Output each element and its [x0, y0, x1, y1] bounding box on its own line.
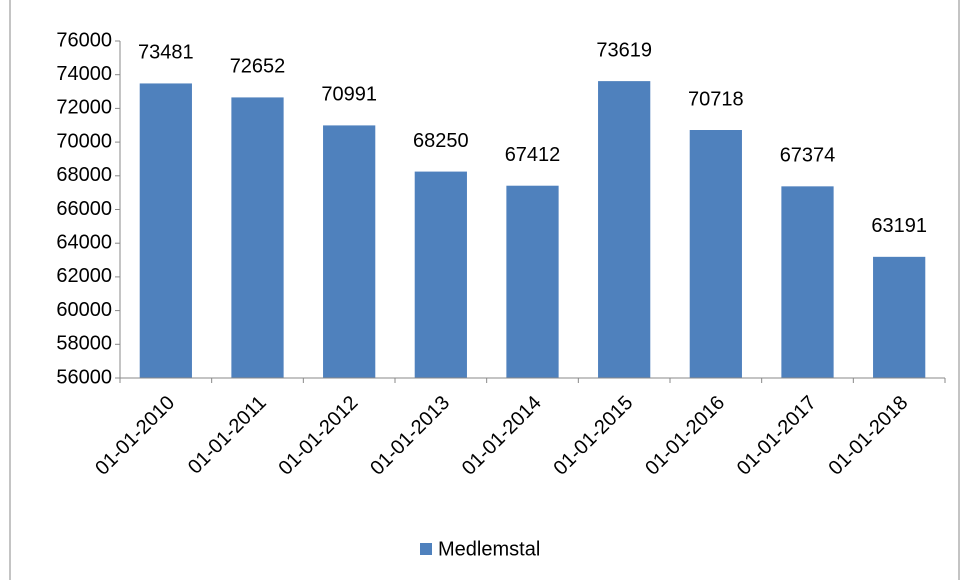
y-tick-label: 76000 — [56, 29, 112, 51]
x-tick-label: 01-01-2017 — [733, 392, 821, 480]
y-tick-label: 72000 — [56, 97, 112, 119]
x-tick-label: 01-01-2012 — [275, 392, 363, 480]
y-tick-label: 62000 — [56, 265, 112, 287]
y-tick-label: 64000 — [56, 231, 112, 253]
bar — [323, 125, 376, 379]
bar — [414, 171, 467, 378]
y-tick-label: 66000 — [56, 198, 112, 220]
data-label: 70718 — [688, 88, 744, 110]
bar — [231, 97, 284, 378]
data-label: 70991 — [321, 84, 377, 106]
legend-label: Medlemstal — [438, 538, 540, 560]
y-tick-label: 56000 — [56, 366, 112, 388]
data-label: 73619 — [596, 39, 652, 61]
chart-frame — [9, 0, 960, 580]
bar — [781, 186, 834, 378]
data-label: 67374 — [780, 145, 836, 167]
bar — [506, 185, 559, 378]
data-label: 68250 — [413, 130, 469, 152]
data-label: 73481 — [138, 42, 194, 64]
bar — [689, 130, 742, 378]
y-tick-label: 68000 — [56, 164, 112, 186]
x-tick-label: 01-01-2015 — [550, 392, 638, 480]
bar — [598, 81, 651, 379]
data-label: 63191 — [871, 215, 927, 237]
x-tick-label: 01-01-2010 — [91, 392, 179, 480]
y-tick-label: 58000 — [56, 333, 112, 355]
x-tick-label: 01-01-2014 — [458, 392, 546, 480]
x-tick-label: 01-01-2016 — [641, 392, 729, 480]
y-tick-label: 60000 — [56, 299, 112, 321]
bar — [139, 83, 192, 378]
x-tick-label: 01-01-2011 — [184, 392, 271, 479]
y-tick-label: 70000 — [56, 130, 112, 152]
data-label: 67412 — [505, 144, 561, 166]
x-tick-label: 01-01-2013 — [366, 392, 454, 480]
bar — [873, 256, 926, 378]
legend-swatch — [420, 543, 432, 555]
y-tick-label: 74000 — [56, 63, 112, 85]
x-tick-label: 01-01-2018 — [825, 392, 913, 480]
data-label: 72652 — [230, 56, 286, 78]
